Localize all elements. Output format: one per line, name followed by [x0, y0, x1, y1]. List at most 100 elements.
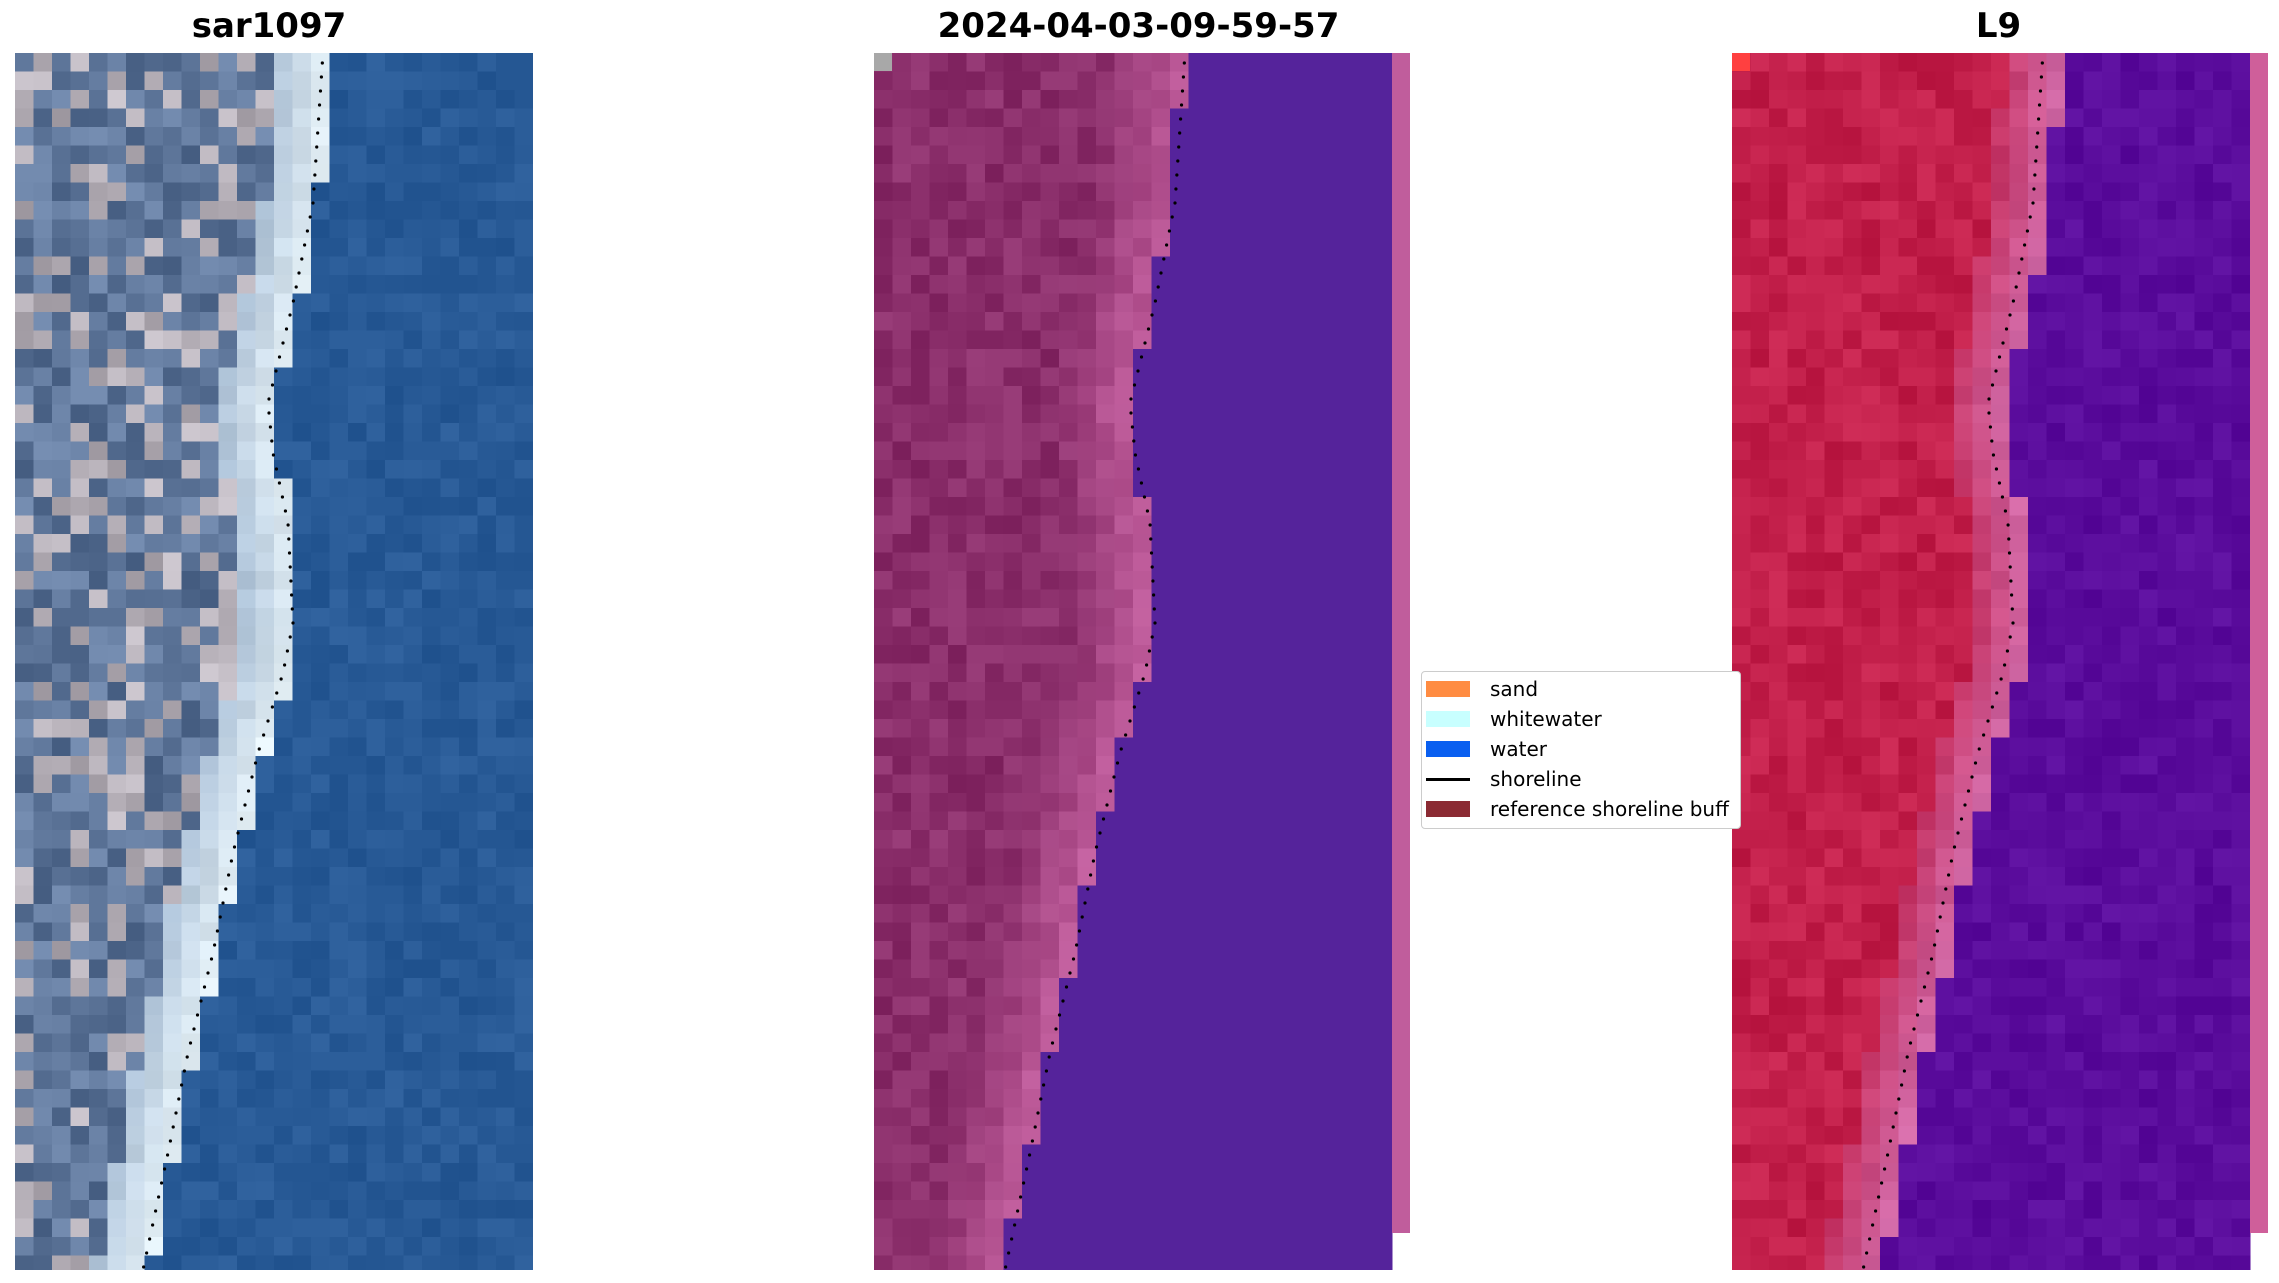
shoreline-dot [1176, 159, 1180, 163]
shoreline-dot [1902, 1069, 1906, 1073]
shoreline-dot [1075, 943, 1079, 947]
shoreline-dot [2040, 61, 2044, 65]
shoreline-dot [1036, 1111, 1040, 1115]
legend-item-whitewater: whitewater [1426, 706, 1602, 732]
shoreline-dot [277, 481, 282, 485]
shoreline-dot [2001, 341, 2005, 345]
shoreline-dot [154, 1209, 158, 1213]
shoreline-dot [243, 803, 247, 807]
shoreline-dot [1986, 719, 1990, 723]
shoreline-dot [1963, 803, 1967, 807]
shoreline-dot [1885, 1153, 1890, 1157]
shoreline-dot [1879, 1181, 1884, 1185]
shoreline-dot [267, 411, 271, 415]
shoreline-dot [297, 271, 301, 275]
shoreline-dot [156, 1195, 161, 1199]
shoreline-dot [1044, 1069, 1048, 1073]
shoreline-dot [294, 285, 298, 289]
shoreline-dot [1156, 285, 1160, 289]
shoreline-dot [271, 453, 276, 457]
shoreline-dot [2020, 257, 2024, 261]
shoreline-dot [1108, 789, 1113, 793]
shoreline-dot [1977, 747, 1981, 751]
shoreline-dot [2028, 215, 2032, 219]
shoreline-dot [1027, 1153, 1032, 1157]
shoreline-dot [2031, 201, 2035, 205]
shoreline-dot [1147, 649, 1151, 653]
shoreline-dot [1170, 215, 1174, 219]
shoreline-dot [1013, 1223, 1017, 1227]
shoreline-dot [1112, 775, 1116, 779]
shoreline-dot [1152, 607, 1156, 611]
shoreline-dot [2004, 327, 2009, 331]
shoreline-dot [162, 1167, 167, 1171]
shoreline-dot [2008, 313, 2012, 317]
shoreline-dot [1997, 355, 2002, 359]
shoreline-dot [2007, 537, 2011, 541]
shoreline-dot [206, 971, 210, 975]
shoreline-dot [2006, 523, 2010, 527]
shoreline-dot [289, 579, 293, 583]
shoreline-dot [188, 1041, 193, 1045]
shoreline-dot [287, 537, 291, 541]
shoreline-dot [2009, 579, 2013, 583]
shoreline-dot [1868, 1237, 1872, 1241]
shoreline-dot [1952, 845, 1957, 849]
shoreline-dot [270, 439, 274, 443]
shoreline-dot [227, 873, 231, 877]
shoreline-dot [1153, 621, 1157, 625]
legend: sand whitewater water shoreline referenc… [1421, 671, 1741, 829]
shoreline-dot [1150, 565, 1154, 569]
title-l9: L9 [1975, 6, 2022, 46]
legend-label-water: water [1490, 737, 1547, 761]
shoreline-dot [1010, 1237, 1014, 1241]
shoreline-dot [1876, 1195, 1881, 1199]
shoreline-dot [1128, 719, 1132, 723]
shoreline-dot [1908, 1041, 1913, 1045]
shoreline-dot [1101, 817, 1106, 821]
shoreline-dot [2033, 173, 2037, 177]
shoreline-dot [2039, 75, 2043, 79]
shoreline-dot [1050, 1041, 1055, 1045]
shoreline-dot [218, 915, 222, 919]
shoreline-dot [270, 383, 275, 387]
shoreline-dot [199, 999, 203, 1003]
shoreline-dot [280, 495, 285, 499]
shoreline-dot [1990, 383, 1995, 387]
shoreline-dot [2034, 159, 2038, 163]
legend-item-reference-buffer: reference shoreline buff [1426, 796, 1729, 822]
shoreline-dot [1105, 803, 1109, 807]
shoreline-dot [286, 523, 290, 527]
shoreline-dot [1149, 537, 1153, 541]
shoreline-dot [1133, 453, 1138, 457]
shoreline-dot [2003, 509, 2008, 513]
rgb-image-panel [15, 53, 533, 1270]
shoreline-dot [1956, 831, 1960, 835]
shoreline-dot [303, 243, 307, 247]
shoreline-dot [1165, 243, 1169, 247]
water-swatch [1426, 741, 1470, 757]
shoreline-dot [180, 1083, 184, 1087]
shoreline-dot [1132, 705, 1136, 709]
shoreline-dot [2000, 495, 2005, 499]
shoreline-dot [1919, 999, 1923, 1003]
shoreline-dot [281, 341, 285, 345]
shoreline-dot [1153, 299, 1157, 303]
shoreline-dot [1115, 761, 1120, 765]
shoreline-dot [1016, 1209, 1020, 1213]
shoreline-dot [287, 551, 292, 555]
shoreline-dot [1094, 845, 1099, 849]
shoreline-dot [1080, 915, 1084, 919]
shoreline-dot [279, 677, 283, 681]
legend-label-sand: sand [1490, 677, 1539, 701]
shoreline-dot [1938, 915, 1942, 919]
rgb-satellite-image [15, 53, 533, 1270]
shoreline-dot [1970, 775, 1974, 779]
shoreline-dot [2011, 621, 2015, 625]
shoreline-dot [224, 887, 228, 891]
shoreline-dot [2017, 271, 2021, 275]
shoreline-dot [1994, 467, 1999, 471]
shoreline-dot [1180, 89, 1185, 93]
legend-label-reference-buffer: reference shoreline buff [1490, 797, 1729, 821]
shoreline-dot [253, 761, 258, 765]
